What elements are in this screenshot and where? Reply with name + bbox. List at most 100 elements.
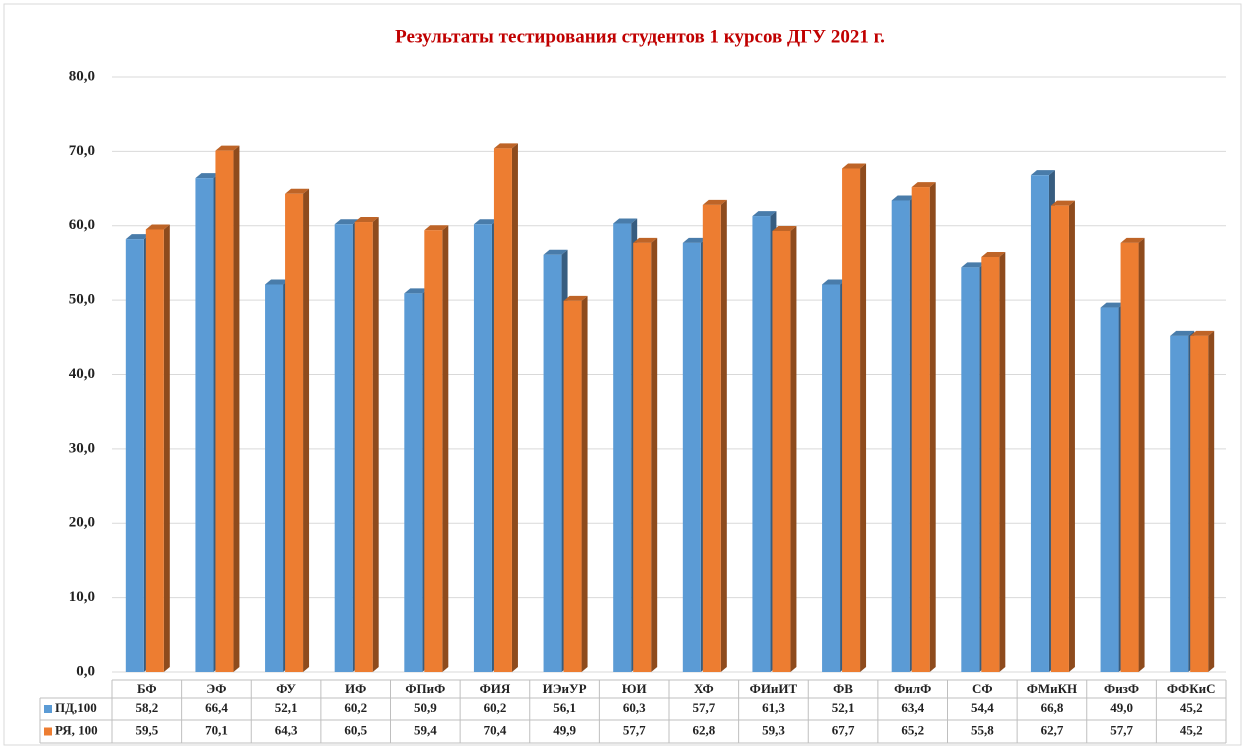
- bar-face: [772, 230, 791, 673]
- bar-face: [702, 199, 727, 205]
- bar: [563, 295, 588, 672]
- bar-face: [981, 256, 1000, 672]
- bar-face: [633, 242, 652, 672]
- bar-face: [682, 242, 701, 672]
- bar-face: [581, 295, 588, 672]
- bar-face: [563, 300, 582, 672]
- bar-face: [961, 262, 986, 268]
- y-tick-label: 70,0: [69, 143, 95, 159]
- bar: [842, 163, 867, 672]
- bar-face: [1190, 330, 1215, 336]
- y-tick-label: 0,0: [76, 663, 95, 679]
- bar-face: [145, 229, 164, 672]
- table-value: 62,7: [1041, 722, 1064, 737]
- bar-face: [265, 279, 290, 285]
- bar: [1190, 330, 1215, 672]
- bar: [702, 199, 727, 673]
- bar: [354, 217, 379, 672]
- y-tick-label: 20,0: [69, 515, 95, 531]
- table-value: 56,1: [553, 700, 576, 715]
- x-tick-label: ФИЯ: [480, 681, 511, 696]
- bar-face: [911, 182, 936, 188]
- x-tick-label: ЮИ: [622, 681, 647, 696]
- bar-face: [842, 168, 861, 672]
- table-value: 49,0: [1110, 700, 1133, 715]
- table-value: 54,4: [971, 700, 994, 715]
- bar-face: [354, 222, 373, 672]
- table-value: 50,9: [414, 700, 437, 715]
- bar-face: [860, 163, 867, 672]
- y-tick-label: 40,0: [69, 366, 95, 382]
- legend-label: ПД,100: [55, 700, 97, 715]
- table-value: 66,8: [1041, 700, 1064, 715]
- bar-face: [1030, 170, 1055, 176]
- table-value: 59,5: [135, 722, 158, 737]
- table-value: 52,1: [275, 700, 298, 715]
- bar-face: [891, 200, 910, 672]
- table-value: 70,1: [205, 722, 228, 737]
- bar-face: [265, 284, 284, 672]
- legend-label: РЯ, 100: [55, 722, 98, 737]
- bar-face: [842, 163, 867, 169]
- bar-face: [195, 178, 214, 672]
- x-tick-label: ХФ: [694, 681, 714, 696]
- bar-face: [404, 288, 429, 294]
- table-value: 63,4: [901, 700, 924, 715]
- bar-face: [1170, 335, 1189, 672]
- table-value: 52,1: [832, 700, 855, 715]
- x-tick-label: СФ: [972, 681, 993, 696]
- table-value: 61,3: [762, 700, 785, 715]
- bar-face: [790, 225, 797, 673]
- bar-face: [215, 150, 234, 673]
- bar: [493, 143, 518, 672]
- bar-face: [772, 225, 797, 231]
- x-tick-label: ФМиКН: [1027, 681, 1077, 696]
- table-value: 57,7: [1110, 722, 1133, 737]
- bar-face: [981, 251, 1006, 257]
- bar-face: [961, 267, 980, 672]
- bar-face: [1030, 175, 1049, 673]
- bar-face: [752, 216, 771, 673]
- y-tick-label: 80,0: [69, 68, 95, 84]
- bar-face: [1170, 330, 1195, 336]
- bar-face: [354, 217, 379, 223]
- x-tick-label: ФилФ: [894, 681, 931, 696]
- bar-face: [163, 224, 170, 672]
- bar: [145, 224, 170, 672]
- table-value: 66,4: [205, 700, 228, 715]
- bar-face: [613, 223, 632, 673]
- bar-face: [493, 148, 512, 672]
- table-value: 55,8: [971, 722, 994, 737]
- bar-face: [145, 224, 170, 230]
- bar-face: [543, 254, 562, 672]
- bar-face: [1050, 205, 1069, 672]
- bar-face: [511, 143, 518, 672]
- bar-face: [303, 188, 310, 673]
- table-value: 59,4: [414, 722, 437, 737]
- bar: [911, 182, 936, 672]
- table-value: 45,2: [1180, 700, 1203, 715]
- bar-face: [682, 237, 707, 243]
- y-tick-label: 50,0: [69, 292, 95, 308]
- bar: [633, 237, 658, 672]
- table-value: 60,3: [623, 700, 646, 715]
- bar-face: [285, 188, 310, 194]
- table-value: 58,2: [135, 700, 158, 715]
- bar-face: [125, 234, 150, 240]
- table-value: 60,2: [344, 700, 367, 715]
- bar-face: [473, 224, 492, 672]
- table-value: 59,3: [762, 722, 785, 737]
- table-value: 57,7: [692, 700, 715, 715]
- x-tick-label: ИФ: [345, 681, 366, 696]
- bar-face: [1068, 200, 1075, 672]
- bar-face: [613, 218, 638, 224]
- y-tick-label: 30,0: [69, 440, 95, 456]
- bar-face: [911, 187, 930, 672]
- bar-face: [1190, 335, 1209, 672]
- y-tick-label: 10,0: [69, 589, 95, 605]
- x-tick-label: ФизФ: [1104, 681, 1139, 696]
- bar-face: [404, 293, 423, 672]
- bar: [215, 145, 240, 673]
- x-tick-label: ФПиФ: [405, 681, 445, 696]
